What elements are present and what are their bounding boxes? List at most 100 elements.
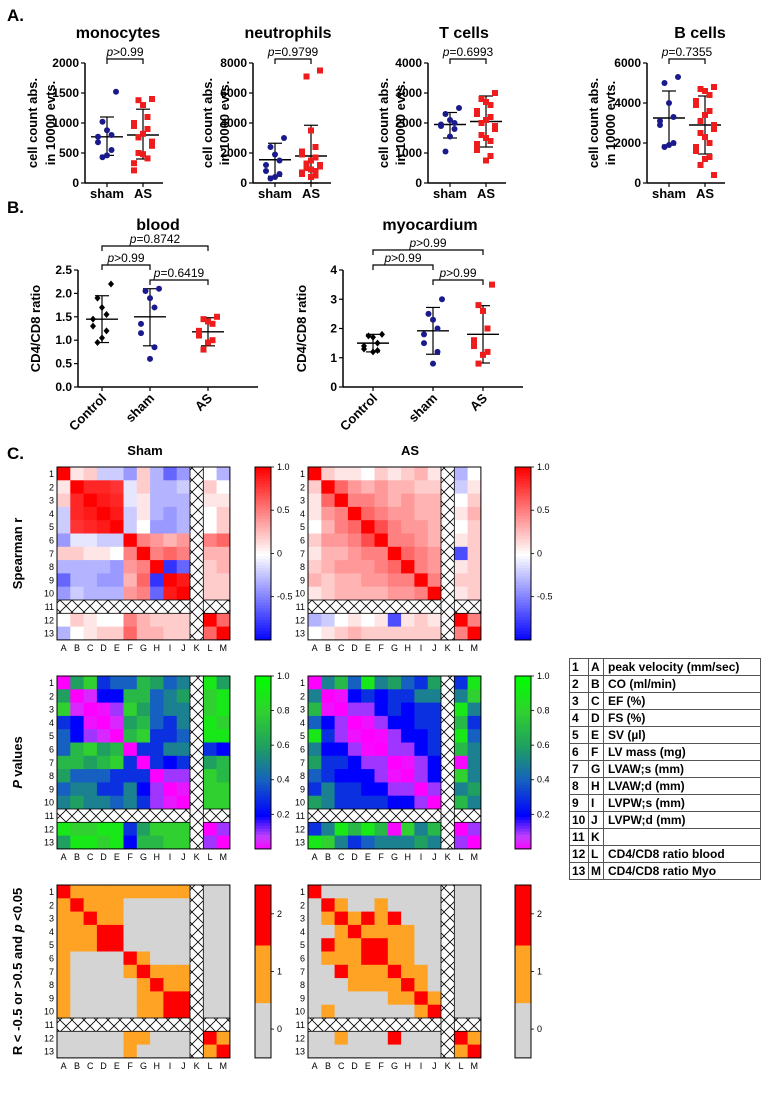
- heatmap-cell: [83, 506, 98, 521]
- heatmap-row-label: 4: [49, 927, 54, 937]
- heatmap-cell: [361, 560, 375, 574]
- colorbar-segment: [255, 797, 271, 801]
- y-axis-label: in 10000 evts.: [393, 81, 408, 166]
- heatmap-cell: [110, 1031, 124, 1045]
- colorbar-segment: [255, 831, 271, 835]
- legend-row: 7 G LVAW;s (mm): [569, 760, 761, 778]
- heatmap-cell: [308, 938, 322, 952]
- heatmap-cell: [110, 546, 124, 561]
- heatmap-cell: [321, 573, 335, 588]
- heatmap-cell: [203, 480, 217, 494]
- heatmap-cell: [347, 782, 362, 797]
- heatmap-cell: [150, 520, 164, 534]
- heatmap-cell: [454, 1031, 468, 1045]
- heatmap-cell: [163, 520, 178, 534]
- heatmap-col-label: J: [432, 852, 437, 862]
- heatmap-cell: [347, 1004, 362, 1019]
- heatmap-cell: [123, 991, 138, 1006]
- heatmap-cell: [216, 938, 231, 952]
- heatmap-cell: [70, 560, 84, 574]
- heatmap-row-label: 5: [300, 731, 305, 741]
- heatmap-cell: [387, 835, 402, 850]
- heatmap-cell: [57, 822, 71, 836]
- colorbar-segment: [255, 498, 271, 503]
- heatmap-cell: [454, 506, 468, 521]
- heatmap-cell: [150, 1044, 164, 1059]
- p-italic: p: [438, 266, 446, 280]
- heatmap-cell: [163, 1044, 178, 1059]
- heatmap-cell: [203, 702, 217, 717]
- colorbar-segment: [255, 467, 271, 471]
- legend-letter: H: [588, 777, 604, 795]
- colorbar-segment: [255, 997, 271, 1001]
- heatmap-cell: [150, 769, 164, 783]
- colorbar-segment: [515, 982, 531, 987]
- heatmap-cell: [387, 586, 402, 601]
- heatmap-cell: [70, 702, 84, 717]
- excluded-row: [56, 1017, 231, 1032]
- heatmap-cell: [321, 613, 335, 627]
- colorbar-segment: [255, 487, 271, 491]
- heatmap-cell: [454, 769, 468, 783]
- data-point: [267, 175, 274, 182]
- colorbar-segment: [255, 779, 271, 784]
- y-tick-label: 2000: [52, 56, 79, 70]
- colorbar-segment: [255, 716, 271, 720]
- colorbar-segment: [255, 957, 271, 961]
- colorbar-sham-row2: 1.00.80.60.40.2: [254, 671, 290, 850]
- heatmap-cell: [83, 782, 98, 797]
- heatmap-col-label: G: [391, 1061, 398, 1071]
- data-point: [484, 348, 491, 355]
- data-point: [478, 132, 485, 138]
- heatmap-cell: [321, 689, 335, 703]
- p-italic: p: [442, 45, 450, 59]
- heatmap-cell: [347, 742, 362, 757]
- legend-row: 8 H LVAW;d (mm): [569, 777, 761, 795]
- data-point: [276, 171, 283, 177]
- y-tick-label: 0.0: [55, 380, 72, 394]
- colorbar-segment: [515, 539, 531, 543]
- heatmap-cell: [203, 520, 217, 534]
- colorbar-tick-label: 0.2: [537, 809, 550, 819]
- colorbar-segment: [515, 524, 531, 529]
- heatmap-cell: [136, 480, 151, 494]
- data-point: [135, 97, 142, 104]
- y-axis-label: in 10000 evts.: [43, 81, 58, 166]
- colorbar-segment: [515, 727, 531, 732]
- heatmap-cell: [176, 493, 191, 508]
- colorbar-segment: [255, 811, 271, 815]
- heatmap-cell: [57, 991, 71, 1006]
- heatmap-cell: [57, 493, 71, 508]
- heatmap-cell: [334, 898, 349, 912]
- heatmap-cell: [136, 978, 151, 992]
- y-tick-label: 2000: [614, 136, 641, 150]
- colorbar-segment: [515, 599, 531, 603]
- heatmap-cell: [401, 822, 415, 836]
- heatmap-cell: [96, 1044, 111, 1059]
- heatmap-cell: [203, 626, 217, 641]
- heatmap-col-label: F: [378, 852, 384, 862]
- heatmap-cell: [110, 898, 124, 912]
- data-point: [131, 167, 137, 174]
- heatmap-row-label: 10: [295, 798, 305, 808]
- colorbar-segment: [515, 782, 531, 787]
- heatmap-cell: [136, 533, 151, 548]
- colorbar-segment: [255, 530, 271, 534]
- colorbar-segment: [255, 908, 271, 912]
- heatmap-cell: [83, 911, 98, 926]
- heatmap-cell: [308, 467, 322, 481]
- legend-number: 13: [569, 862, 589, 880]
- heatmap-col-label: I: [169, 852, 172, 862]
- colorbar-segment: [515, 828, 531, 833]
- heatmap-cell: [136, 546, 151, 561]
- heatmap-row-label: 9: [49, 993, 54, 1003]
- heatmap-cell: [401, 1031, 415, 1045]
- data-point: [108, 147, 115, 153]
- heatmap-col-label: F: [378, 1061, 384, 1071]
- heatmap-cell: [467, 938, 482, 952]
- heatmap-cell: [150, 924, 164, 939]
- heatmap-cell: [123, 1044, 138, 1059]
- colorbar-segment: [515, 588, 531, 592]
- heatmap-col-label: D: [351, 1061, 358, 1071]
